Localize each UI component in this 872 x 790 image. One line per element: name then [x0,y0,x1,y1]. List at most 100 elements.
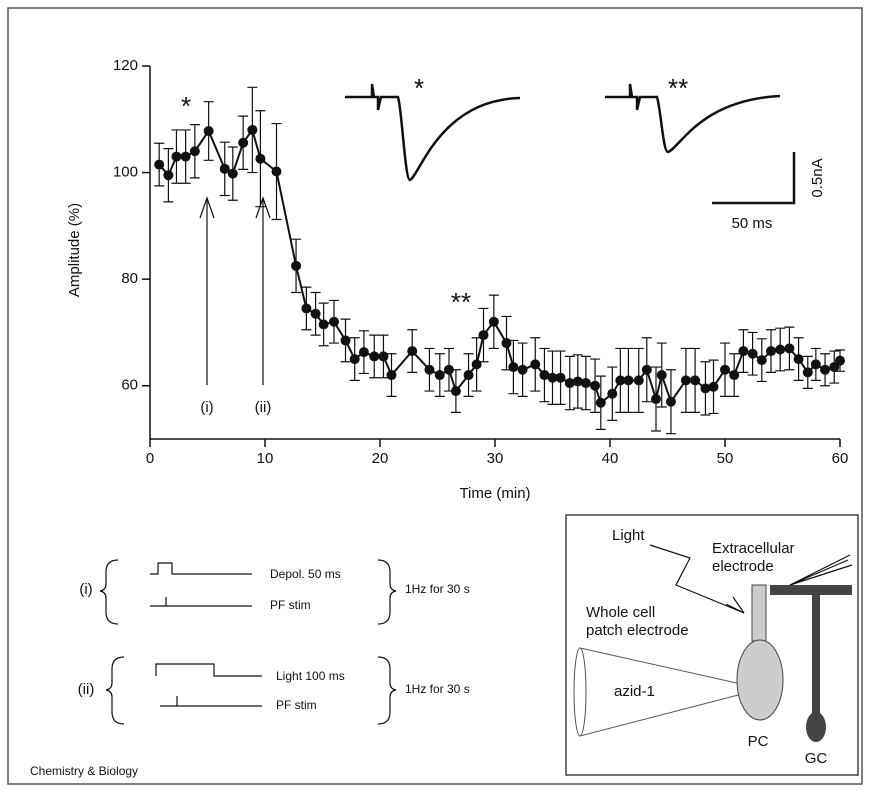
data-point [350,354,360,364]
y-axis-title: Amplitude (%) [66,203,83,297]
data-point [341,335,351,345]
data-point [378,351,388,361]
data-point [657,370,667,380]
protocol-step: Light 100 ms [276,669,345,683]
x-tick-label: 40 [602,450,619,467]
diagram-label: azid-1 [614,683,655,700]
data-point [502,338,512,348]
data-point [451,386,461,396]
data-point [720,365,730,375]
protocol-label: (i) [79,581,92,598]
y-tick-label: 120 [113,57,138,74]
scale-label: 50 ms [732,215,773,232]
data-point [748,349,758,359]
data-point [738,346,748,356]
data-point [291,261,301,271]
y-tick-label: 100 [113,164,138,181]
y-tick-label: 80 [121,270,138,287]
diagram-label: Extracellular [712,540,795,557]
data-point [508,362,518,372]
diagram-label: Light [612,527,645,544]
data-point [171,152,181,162]
data-point [359,347,369,357]
arrow-label: (i) [200,399,213,416]
data-point [255,154,265,164]
x-tick-label: 30 [487,450,504,467]
data-point [319,319,329,329]
data-point [369,351,379,361]
protocol-rate: 1Hz for 30 s [405,682,470,696]
data-point [690,375,700,385]
annotation: ** [451,287,471,317]
data-point [775,344,785,354]
data-point [518,365,528,375]
data-point [435,370,445,380]
data-point [238,138,248,148]
data-point [530,359,540,369]
protocol-step: PF stim [270,598,311,612]
protocol-step: Depol. 50 ms [270,567,341,581]
data-point [590,381,600,391]
purkinje-cell [737,640,783,720]
data-point [190,146,200,156]
figure: 60801001200102030405060 Amplitude (%) Ti… [0,0,872,790]
diagram-label: electrode [712,558,774,575]
data-point [623,375,633,385]
diagram-label: GC [805,750,828,767]
data-point [472,359,482,369]
data-point [204,126,214,136]
data-point [709,382,719,392]
data-point [479,330,489,340]
annotation: * [181,91,191,121]
data-point [464,370,474,380]
arrow-label: (ii) [255,399,272,416]
data-point [181,152,191,162]
data-point [424,365,434,375]
patch-electrode [752,585,766,641]
diagram-label: patch electrode [586,622,689,639]
data-point [154,160,164,170]
data-point [784,343,794,353]
data-point [301,303,311,313]
y-tick-label: 60 [121,377,138,394]
x-tick-label: 50 [717,450,734,467]
trace-label: * [414,73,424,103]
diagram-label: PC [748,733,769,750]
cone-end [574,648,586,736]
data-point [556,373,566,383]
data-point [272,167,282,177]
data-point [666,397,676,407]
diagram-label: Whole cell [586,604,655,621]
scale-label: 0.5nA [809,158,826,197]
data-point [757,355,767,365]
data-point [642,365,652,375]
data-point [729,370,739,380]
data-point [794,354,804,364]
granule-cell [806,712,826,742]
x-axis-title: Time (min) [459,485,530,502]
data-point [407,346,417,356]
gc-axon [812,595,820,715]
data-point [387,370,397,380]
data-point [311,309,321,319]
x-tick-label: 60 [832,450,849,467]
data-point [634,375,644,385]
protocol-rate: 1Hz for 30 s [405,582,470,596]
data-point [607,389,617,399]
data-point [820,365,830,375]
journal: Chemistry & Biology [30,764,138,778]
data-point [329,317,339,327]
extracellular-electrode [770,585,852,595]
data-point [444,365,454,375]
trace-label: ** [668,73,688,103]
x-tick-label: 20 [372,450,389,467]
data-point [811,359,821,369]
data-point [228,169,238,179]
data-point [581,378,591,388]
protocol-step: PF stim [276,698,317,712]
data-point [247,125,257,135]
protocol-label: (ii) [78,681,95,698]
data-point [596,398,606,408]
data-point [489,317,499,327]
x-tick-label: 10 [257,450,274,467]
